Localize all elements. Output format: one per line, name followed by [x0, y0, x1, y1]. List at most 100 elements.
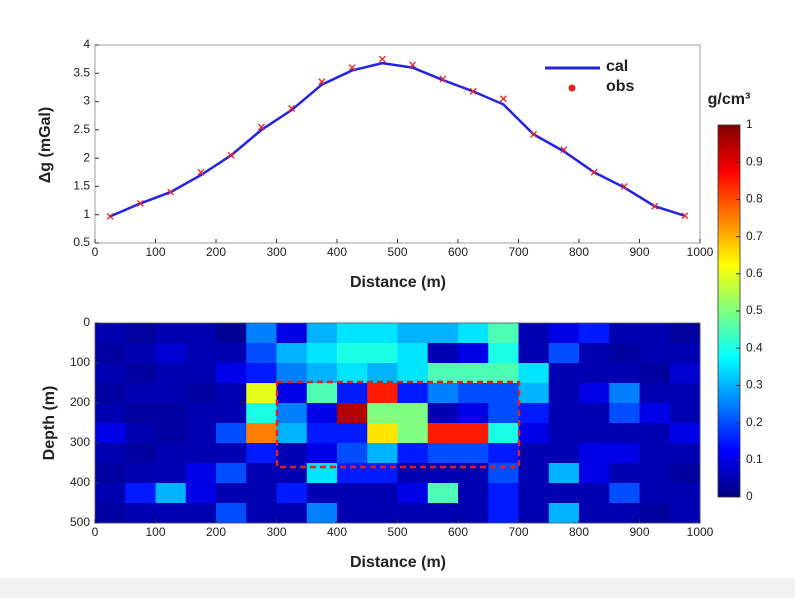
- heatmap-cell: [518, 483, 550, 504]
- heatmap-cell: [125, 463, 156, 484]
- legend-label: obs: [606, 78, 635, 95]
- heatmap-cell: [246, 323, 277, 344]
- legend-label: cal: [606, 58, 628, 75]
- heatmap-cell: [276, 443, 308, 464]
- x-tick-label: 300: [266, 245, 286, 259]
- y-axis-label: Δg (mGal): [37, 107, 54, 183]
- heatmap-cell: [579, 343, 610, 364]
- heatmap-cell: [427, 443, 459, 464]
- x-tick-label: 300: [266, 525, 286, 539]
- y-tick-label: 1: [83, 207, 90, 221]
- heatmap-cell: [609, 403, 640, 424]
- x-tick-label: 1000: [687, 245, 714, 259]
- heatmap-cell: [397, 363, 429, 384]
- heatmap-cell: [579, 463, 610, 484]
- heatmap-cell: [518, 503, 550, 524]
- obs-marker: [318, 78, 326, 86]
- obs-marker: [227, 151, 235, 159]
- heatmap-cell: [488, 343, 519, 364]
- heatmap-cell: [609, 483, 640, 504]
- heatmap-cell: [95, 323, 126, 344]
- heatmap-cell: [185, 503, 217, 524]
- heatmap-cell: [246, 443, 277, 464]
- heatmap-cell: [155, 363, 187, 384]
- heatmap-cell: [427, 343, 459, 364]
- obs-marker: [651, 202, 659, 210]
- heatmap-cell: [337, 343, 368, 364]
- heatmap-cell: [306, 363, 338, 384]
- heatmap-cell: [95, 443, 126, 464]
- heatmap-cell: [397, 503, 429, 524]
- heatmap-cell: [397, 343, 429, 364]
- legend-marker: [568, 84, 576, 92]
- heatmap-cell: [95, 423, 126, 444]
- heatmap-cell: [458, 423, 489, 444]
- heatmap-cell: [367, 443, 398, 464]
- line-series: [109, 61, 686, 218]
- x-tick-label: 400: [327, 525, 347, 539]
- heatmap-cell: [125, 503, 156, 524]
- heatmap-cell: [306, 403, 338, 424]
- heatmap-cell: [579, 423, 610, 444]
- colorbar-tick-label: 0.9: [746, 154, 763, 168]
- heatmap-cell: [518, 423, 550, 444]
- colorbar-tick-label: 0.8: [746, 192, 763, 206]
- heatmap-cell: [367, 503, 398, 524]
- heatmap-cell: [548, 383, 580, 404]
- highlight-box: [275, 380, 521, 469]
- colorbar-label: g/cm³: [708, 91, 751, 108]
- colorbar-tick-label: 0: [746, 489, 753, 503]
- obs-marker: [348, 64, 356, 72]
- heatmap-cell: [276, 403, 308, 424]
- heatmap-cell: [427, 323, 459, 344]
- x-tick-label: 700: [508, 525, 528, 539]
- heatmap-cell: [639, 363, 671, 384]
- heatmap-cell: [276, 363, 308, 384]
- heatmap-cell: [155, 423, 187, 444]
- heatmap-cell: [276, 323, 308, 344]
- heatmap-cell: [155, 323, 187, 344]
- obs-marker: [620, 182, 628, 190]
- obs-marker: [106, 212, 114, 220]
- heatmap-cell: [397, 383, 429, 404]
- y-tick-label: 0.5: [73, 235, 90, 249]
- x-axis-label: Distance (m): [350, 554, 446, 571]
- x-tick-label: 100: [145, 245, 165, 259]
- heatmap-cell: [306, 323, 338, 344]
- y-tick-label: 3.5: [73, 65, 90, 79]
- heatmap-cell: [95, 483, 126, 504]
- heatmap-cell: [609, 443, 640, 464]
- heatmap-cell: [579, 443, 610, 464]
- heatmap-cell: [125, 343, 156, 364]
- heatmap-cell: [458, 403, 489, 424]
- heatmap-cell: [609, 423, 640, 444]
- heatmap-cell: [246, 423, 277, 444]
- x-tick-label: 1000: [687, 525, 714, 539]
- heatmap-cell: [669, 323, 701, 344]
- heatmap-cell: [579, 403, 610, 424]
- y-tick-label: 400: [70, 475, 90, 489]
- heatmap-cell: [427, 483, 459, 504]
- heatmap-cell: [458, 383, 489, 404]
- heatmap-cell: [427, 503, 459, 524]
- heatmap-cell: [518, 383, 550, 404]
- heatmap-cell: [488, 423, 519, 444]
- heatmap-cell: [367, 403, 398, 424]
- heatmap-cell: [488, 403, 519, 424]
- heatmap-cell: [458, 323, 489, 344]
- heatmap-cell: [185, 383, 217, 404]
- heatmap-cell: [216, 323, 247, 344]
- heatmap-cell: [397, 443, 429, 464]
- heatmap-cell: [276, 483, 308, 504]
- heatmap-cell: [518, 323, 550, 344]
- heatmap-cell: [95, 403, 126, 424]
- heatmap-cell: [155, 503, 187, 524]
- heatmap-cell: [669, 443, 701, 464]
- heatmap-cell: [609, 463, 640, 484]
- heatmap-cell: [95, 463, 126, 484]
- heatmap-cell: [216, 403, 247, 424]
- heatmap-cell: [216, 363, 247, 384]
- heatmap-cell: [397, 483, 429, 504]
- obs-marker: [288, 104, 296, 112]
